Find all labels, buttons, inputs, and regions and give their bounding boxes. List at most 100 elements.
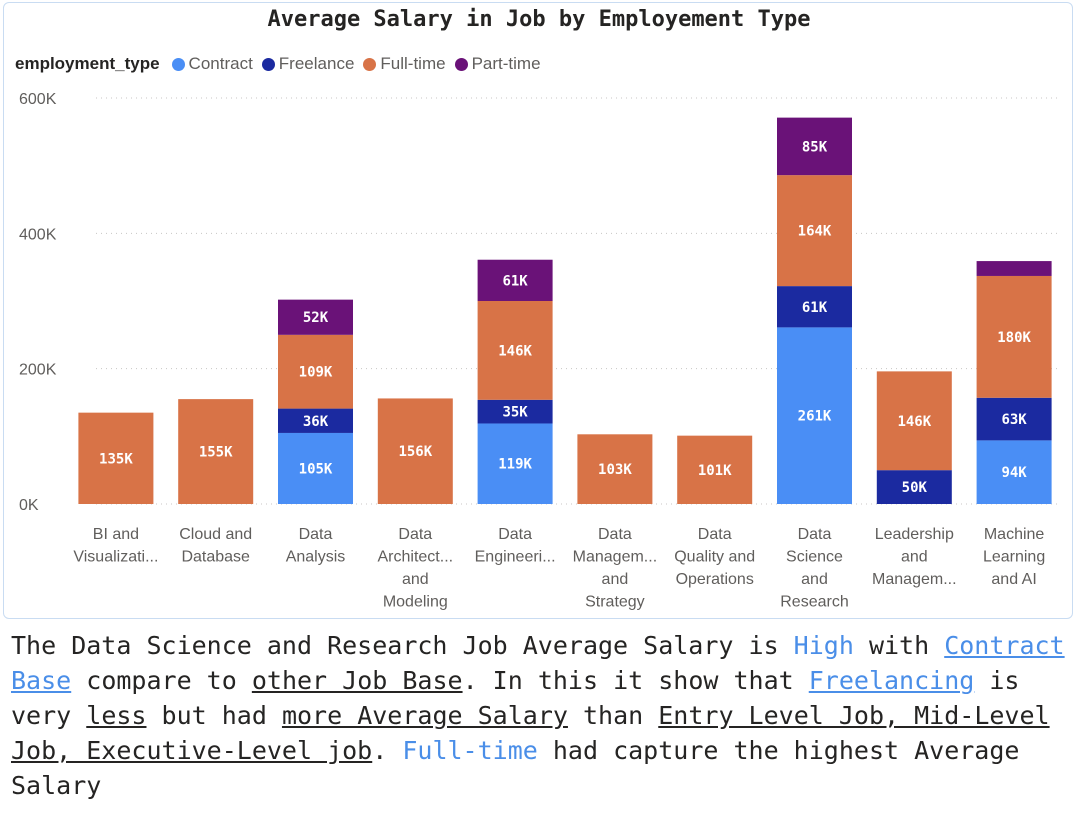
legend-dot-full-time xyxy=(363,57,377,71)
bar-segment-full-time xyxy=(477,301,553,400)
data-label: 103K xyxy=(598,462,632,478)
caption-highlight-high: High xyxy=(793,631,854,660)
legend-label-freelance: Freelance xyxy=(278,54,355,73)
bar-segment-contract xyxy=(477,423,553,504)
x-tick-label: Managem... xyxy=(872,571,956,588)
legend-dot-freelance xyxy=(261,57,275,71)
caption-underline-more-average-salary: more Average Salary xyxy=(281,701,568,730)
bar-segment-full-time xyxy=(377,398,453,504)
legend-item-part-time[interactable]: Part-time xyxy=(454,54,541,74)
caption-highlight-full-time: Full-time xyxy=(402,736,538,765)
data-label: 94K xyxy=(1001,465,1027,481)
caption-text: had capture the highest Average Salary xyxy=(11,736,1020,800)
legend-label-part-time: Part-time xyxy=(471,54,541,73)
data-label: 164K xyxy=(798,224,832,240)
data-label: 101K xyxy=(698,463,732,479)
data-label: 109K xyxy=(299,365,333,381)
data-label: 35K xyxy=(502,405,528,421)
data-label: 63K xyxy=(1001,412,1027,428)
x-tick-label: Learning xyxy=(983,549,1045,566)
legend-item-full-time[interactable]: Full-time xyxy=(363,54,446,74)
caption-text: . xyxy=(372,736,403,765)
data-label: 36K xyxy=(303,414,329,430)
x-tick-label: Science xyxy=(786,549,843,566)
legend-label-contract: Contract xyxy=(188,54,253,73)
bar-segment-part-time xyxy=(278,299,353,335)
x-tick-label: Data xyxy=(698,526,732,543)
x-tick-label: Strategy xyxy=(585,594,645,611)
y-tick-label: 400K xyxy=(19,226,57,243)
chart-plot-area: 0K 200K 400K 600K 135K BI and Visualizati... 15… xyxy=(19,91,1058,611)
caption-text: is very xyxy=(11,666,1020,730)
data-label: 52K xyxy=(303,310,329,326)
x-tick-label: Analysis xyxy=(286,549,346,566)
x-tick-label: Research xyxy=(780,594,848,611)
data-label: 135K xyxy=(99,451,133,467)
x-tick-label: Machine xyxy=(984,526,1045,543)
x-tick-label: BI and xyxy=(93,526,139,543)
insight-caption: The Data Science and Research Job Averag… xyxy=(11,628,1071,803)
caption-text: but had xyxy=(146,701,282,730)
bar-segment-full-time xyxy=(577,434,653,504)
data-label: 146K xyxy=(897,414,931,430)
x-tick-label: Data xyxy=(598,526,632,543)
bar-segment-contract xyxy=(278,432,353,504)
x-tick-label: Visualizati... xyxy=(73,549,158,566)
caption-underline-other-job-base: other Job Base xyxy=(251,666,463,695)
legend: employment_type Contract Freelance Full-… xyxy=(15,53,550,75)
legend-item-contract[interactable]: Contract xyxy=(171,54,253,74)
bar-segment-freelance xyxy=(477,399,553,424)
legend-dot-contract xyxy=(171,57,185,71)
chart-card: Average Salary in Job by Employement Typ… xyxy=(3,2,1073,619)
bar-segment-freelance xyxy=(777,286,852,328)
data-label: 180K xyxy=(997,330,1031,346)
y-tick-label: 0K xyxy=(19,497,39,514)
data-label: 119K xyxy=(498,457,532,473)
bar-segment-contract xyxy=(777,327,852,504)
bar-segment-full-time xyxy=(876,371,952,471)
x-tick-label: Architect... xyxy=(378,549,454,566)
bar-segment-full-time xyxy=(976,275,1052,398)
x-tick-label: Quality and xyxy=(674,549,755,566)
caption-highlight-freelancing: Freelancing xyxy=(808,666,975,695)
bar-segment-contract xyxy=(976,440,1052,504)
bar-segment-freelance xyxy=(976,397,1052,441)
caption-text: . In this it show that xyxy=(462,666,809,695)
x-tick-label: Cloud and xyxy=(179,526,252,543)
x-tick-label: and AI xyxy=(991,571,1036,588)
x-tick-label: Data xyxy=(498,526,532,543)
chart-title: Average Salary in Job by Employement Typ… xyxy=(267,7,811,32)
bar-segment-freelance xyxy=(278,408,353,433)
caption-text: The Data Science and Research Job Averag… xyxy=(11,631,794,660)
bar-segment-full-time xyxy=(278,334,353,409)
bar-segment-full-time xyxy=(677,435,753,504)
data-label: 85K xyxy=(802,139,828,155)
caption-underline-levels: Entry Level Job, Mid-Level Job, Executiv… xyxy=(11,701,1050,765)
x-tick-label: Modeling xyxy=(383,594,448,611)
data-label: 61K xyxy=(502,273,528,289)
x-tick-label: and xyxy=(402,571,429,588)
x-tick-label: Leadership xyxy=(875,526,954,543)
legend-item-freelance[interactable]: Freelance xyxy=(261,54,355,74)
caption-highlight-contract-base: Contract Base xyxy=(11,631,1065,695)
data-label: 146K xyxy=(498,343,532,359)
data-label: 105K xyxy=(299,461,333,477)
bar-segment-freelance xyxy=(876,470,952,504)
x-tick-label: Engineeri... xyxy=(475,549,556,566)
data-label: 61K xyxy=(802,300,828,316)
y-tick-label: 600K xyxy=(19,91,57,108)
x-tick-label: and xyxy=(801,571,828,588)
data-label: 155K xyxy=(199,445,233,461)
x-tick-label: Managem... xyxy=(573,549,657,566)
x-tick-label: and xyxy=(901,549,928,566)
bar-segment-full-time xyxy=(777,175,852,287)
legend-dot-part-time xyxy=(454,57,468,71)
x-tick-label: and xyxy=(602,571,629,588)
x-tick-label: Data xyxy=(398,526,432,543)
x-tick-label: Database xyxy=(181,549,250,566)
x-tick-label: Operations xyxy=(676,571,754,588)
caption-underline-less: less xyxy=(86,701,147,730)
caption-text: compare to xyxy=(71,666,252,695)
data-label: 261K xyxy=(798,409,832,425)
bar-segment-full-time xyxy=(178,399,254,504)
